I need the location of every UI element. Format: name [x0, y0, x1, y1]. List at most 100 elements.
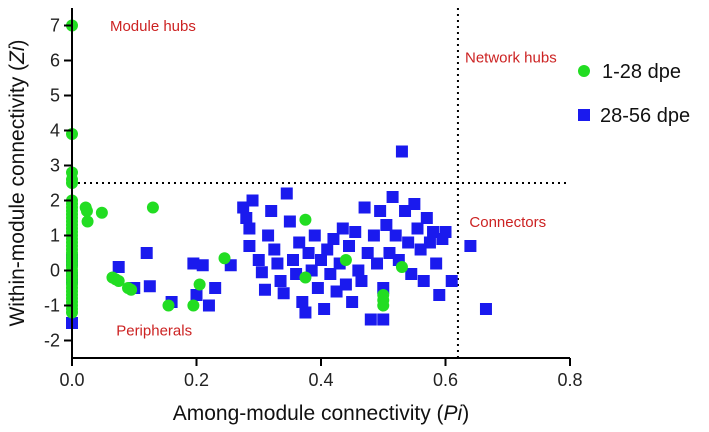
point-series-1-46: [125, 283, 138, 296]
point-series-2-64: [389, 229, 402, 242]
point-series-2-58: [374, 205, 387, 217]
point-series-2-37: [308, 229, 321, 242]
legend-label-series-2: 28-56 dpe: [600, 105, 690, 127]
x-axis-title-suffix: ): [462, 402, 469, 425]
annotation-3: Peripherals: [116, 322, 192, 339]
y-tick-label-3: 1: [50, 226, 60, 246]
y-axis-title-prefix: Within-module connectivity (: [6, 64, 29, 327]
y-tick-label-8: 6: [50, 51, 60, 71]
point-series-2-16: [243, 222, 256, 235]
point-series-2-39: [315, 254, 327, 266]
point-series-2-35: [302, 247, 315, 259]
y-tick-label-5: 3: [50, 156, 60, 176]
y-tick-label-0: -2: [44, 331, 60, 351]
legend-marker-series-2: [578, 109, 590, 121]
point-series-2-19: [252, 254, 265, 266]
point-series-2-62: [383, 247, 396, 259]
point-series-2-30: [286, 254, 299, 266]
point-series-2-43: [327, 233, 340, 245]
x-axis-title-prefix: Among-module connectivity (: [173, 402, 444, 425]
point-series-2-47: [339, 278, 352, 291]
point-series-2-56: [367, 229, 380, 242]
point-series-1-41: [95, 206, 108, 219]
point-series-2-23: [265, 205, 278, 217]
point-series-2-20: [255, 266, 268, 279]
point-series-2-25: [271, 257, 284, 270]
point-series-2-32: [293, 236, 306, 249]
point-series-2-29: [283, 215, 296, 228]
point-series-2-9: [190, 289, 203, 301]
point-series-1-47: [146, 201, 159, 214]
point-series-2-73: [417, 275, 430, 287]
point-series-2-28: [280, 187, 293, 200]
point-series-2-33: [296, 296, 309, 308]
x-ticks: 0.0 0.2 0.4 0.6 0.8: [59, 358, 583, 390]
point-series-2-83: [479, 303, 492, 315]
point-series-1-57: [377, 299, 390, 312]
annotation-2: Connectors: [469, 214, 546, 231]
y-tick-label-4: 2: [50, 191, 60, 211]
x-axis-title-var: Pi: [444, 402, 464, 425]
point-series-2-50: [349, 226, 362, 238]
y-ticks: -2 -1 0 1 2 3 4 5 6 7: [44, 16, 72, 351]
point-series-2-17: [243, 240, 256, 252]
point-series-2-21: [258, 283, 271, 296]
point-series-2-40: [318, 303, 331, 315]
point-series-2-78: [433, 289, 446, 301]
point-series-2-66: [395, 145, 408, 158]
point-series-1-44: [112, 275, 125, 287]
point-series-2-31: [290, 268, 303, 280]
point-series-2-72: [414, 243, 427, 256]
annotations: Module hubs Network hubs Connectors Periphe…: [110, 18, 557, 340]
y-tick-label-2: 0: [50, 261, 60, 281]
point-series-2-3: [112, 261, 125, 273]
point-series-2-63: [386, 191, 399, 203]
point-series-2-48: [343, 240, 356, 252]
y-tick-label-1: -1: [44, 296, 60, 316]
point-series-2-81: [445, 275, 458, 287]
point-series-2-34: [299, 306, 312, 319]
point-series-2-26: [274, 275, 287, 287]
point-series-1-48: [162, 299, 175, 312]
point-series-1-54: [339, 254, 352, 266]
point-series-2-41: [321, 243, 334, 256]
point-series-2-8: [187, 257, 200, 270]
point-series-1-51: [218, 252, 231, 265]
y-tick-label-9: 7: [50, 16, 60, 36]
annotation-0: Module hubs: [110, 18, 196, 35]
point-series-2-27: [277, 287, 290, 300]
point-series-2-55: [364, 313, 377, 326]
point-series-2-71: [411, 222, 424, 235]
legend: 1-28 dpe 28-56 dpe: [578, 61, 690, 127]
point-series-2-46: [336, 222, 349, 235]
point-series-2-38: [311, 282, 324, 294]
x-tick-label-0: 0.0: [59, 370, 84, 390]
point-series-2-49: [346, 296, 359, 308]
y-axis-title: Within-module connectivity (Zi): [6, 39, 29, 326]
x-tick-label-4: 0.8: [557, 370, 582, 390]
legend-label-series-1: 1-28 dpe: [602, 61, 681, 83]
point-series-2-6: [143, 280, 156, 293]
x-tick-label-3: 0.6: [433, 370, 458, 390]
point-series-2-80: [439, 226, 452, 238]
point-series-2-10: [196, 259, 209, 272]
point-series-2-61: [380, 219, 393, 231]
point-series-2-11: [202, 299, 215, 312]
point-series-2-74: [420, 212, 433, 224]
point-series-1-49: [187, 299, 200, 312]
x-tick-label-1: 0.2: [184, 370, 209, 390]
data-points: [66, 19, 492, 329]
x-axis-title: Among-module connectivity (Pi): [173, 402, 469, 425]
point-series-2-44: [330, 285, 343, 298]
point-series-1-40: [81, 215, 94, 228]
point-series-1-52: [299, 213, 312, 226]
point-series-2-60: [377, 313, 390, 326]
point-series-2-42: [324, 268, 337, 280]
point-series-1-53: [299, 271, 312, 284]
y-axis-title-suffix: ): [6, 39, 29, 46]
point-series-2-54: [361, 247, 374, 259]
point-series-2-12: [209, 282, 222, 294]
point-series-2-18: [246, 194, 259, 207]
point-series-1-39: [80, 205, 93, 217]
